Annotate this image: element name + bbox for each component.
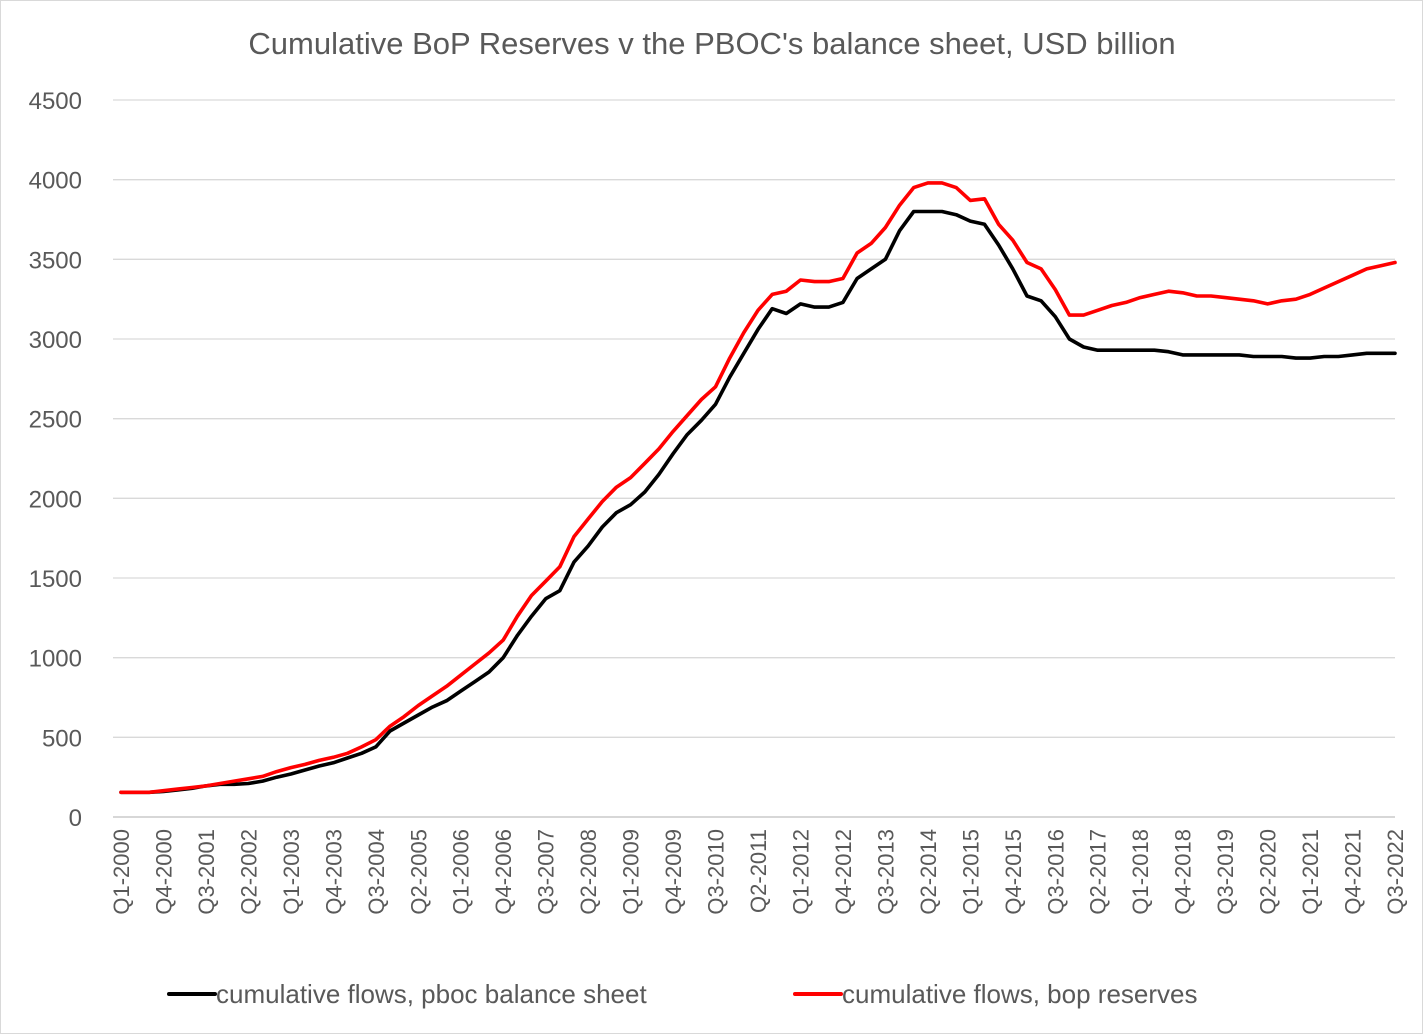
x-tick-label: Q1-2012 (788, 829, 813, 915)
x-tick-label: Q2-2005 (406, 829, 431, 915)
x-tick-label: Q1-2006 (449, 829, 474, 915)
x-tick-label: Q4-2009 (661, 829, 686, 915)
gridlines (113, 99, 1395, 818)
x-tick-label: Q3-2019 (1213, 829, 1238, 915)
x-tick-label: Q3-2001 (194, 829, 219, 915)
x-tick-label: Q2-2020 (1256, 829, 1281, 915)
series-lines (119, 181, 1397, 795)
x-tick-label: Q1-2003 (279, 829, 304, 915)
x-tick-label: Q1-2015 (958, 829, 983, 915)
legend: cumulative flows, pboc balance sheet cumu… (167, 979, 1197, 1009)
x-tick-label: Q1-2009 (619, 829, 644, 915)
x-tick-label: Q2-2002 (236, 829, 261, 915)
x-tick-label: Q3-2010 (704, 829, 729, 915)
chart-title: Cumulative BoP Reserves v the PBOC's bal… (248, 26, 1175, 61)
x-tick-label: Q4-2003 (321, 829, 346, 915)
x-tick-label: Q3-2022 (1383, 829, 1408, 915)
y-tick-label: 3500 (29, 247, 82, 274)
x-tick-label: Q4-2006 (491, 829, 516, 915)
y-tick-label: 3000 (29, 327, 82, 354)
x-tick-label: Q3-2007 (534, 829, 559, 915)
legend-label: cumulative flows, pboc balance sheet (216, 979, 647, 1009)
legend-label: cumulative flows, bop reserves (842, 979, 1197, 1009)
y-tick-label: 1500 (29, 566, 82, 593)
x-tick-label: Q2-2011 (746, 829, 771, 913)
y-tick-label: 4500 (29, 88, 82, 115)
x-tick-label: Q4-2000 (151, 829, 176, 915)
x-tick-label: Q2-2008 (576, 829, 601, 915)
y-axis-tick-labels: 0 500 1000 1500 2000 2500 3000 3500 4000 4500 (29, 88, 82, 832)
y-tick-label: 2500 (29, 407, 82, 434)
x-tick-label: Q3-2016 (1043, 829, 1068, 915)
x-tick-label: Q2-2017 (1086, 829, 1111, 915)
y-tick-label: 1000 (29, 646, 82, 673)
x-tick-label: Q4-2015 (1001, 829, 1026, 915)
x-tick-label: Q3-2004 (364, 829, 389, 915)
x-tick-label: Q1-2018 (1128, 829, 1153, 915)
x-tick-label: Q4-2018 (1171, 829, 1196, 915)
y-tick-label: 2000 (29, 486, 82, 513)
x-tick-label: Q1-2021 (1298, 829, 1323, 915)
y-tick-label: 4000 (29, 168, 82, 195)
x-axis-tick-labels: Q1-2000 Q4-2000 Q3-2001 Q2-2002 Q1-2003 Q4-20… (109, 829, 1408, 915)
x-tick-label: Q3-2013 (873, 829, 898, 915)
series-line-2 (119, 181, 1397, 795)
x-tick-label: Q4-2021 (1341, 829, 1366, 915)
y-tick-label: 0 (69, 805, 82, 832)
x-tick-label: Q2-2014 (916, 829, 941, 915)
series-line-1 (119, 209, 1397, 795)
y-tick-label: 500 (42, 725, 82, 752)
x-tick-label: Q1-2000 (109, 829, 134, 915)
x-tick-label: Q4-2012 (831, 829, 856, 915)
